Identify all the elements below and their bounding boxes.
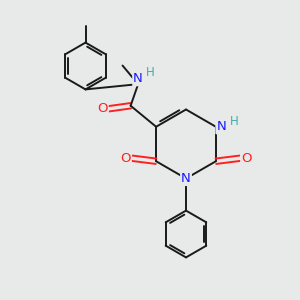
Text: H: H [146,66,155,79]
Text: H: H [230,115,238,128]
Text: O: O [241,152,252,165]
Text: N: N [133,72,143,85]
Text: N: N [181,172,191,185]
Text: N: N [216,120,226,133]
Text: O: O [97,102,108,115]
Text: O: O [120,152,131,165]
